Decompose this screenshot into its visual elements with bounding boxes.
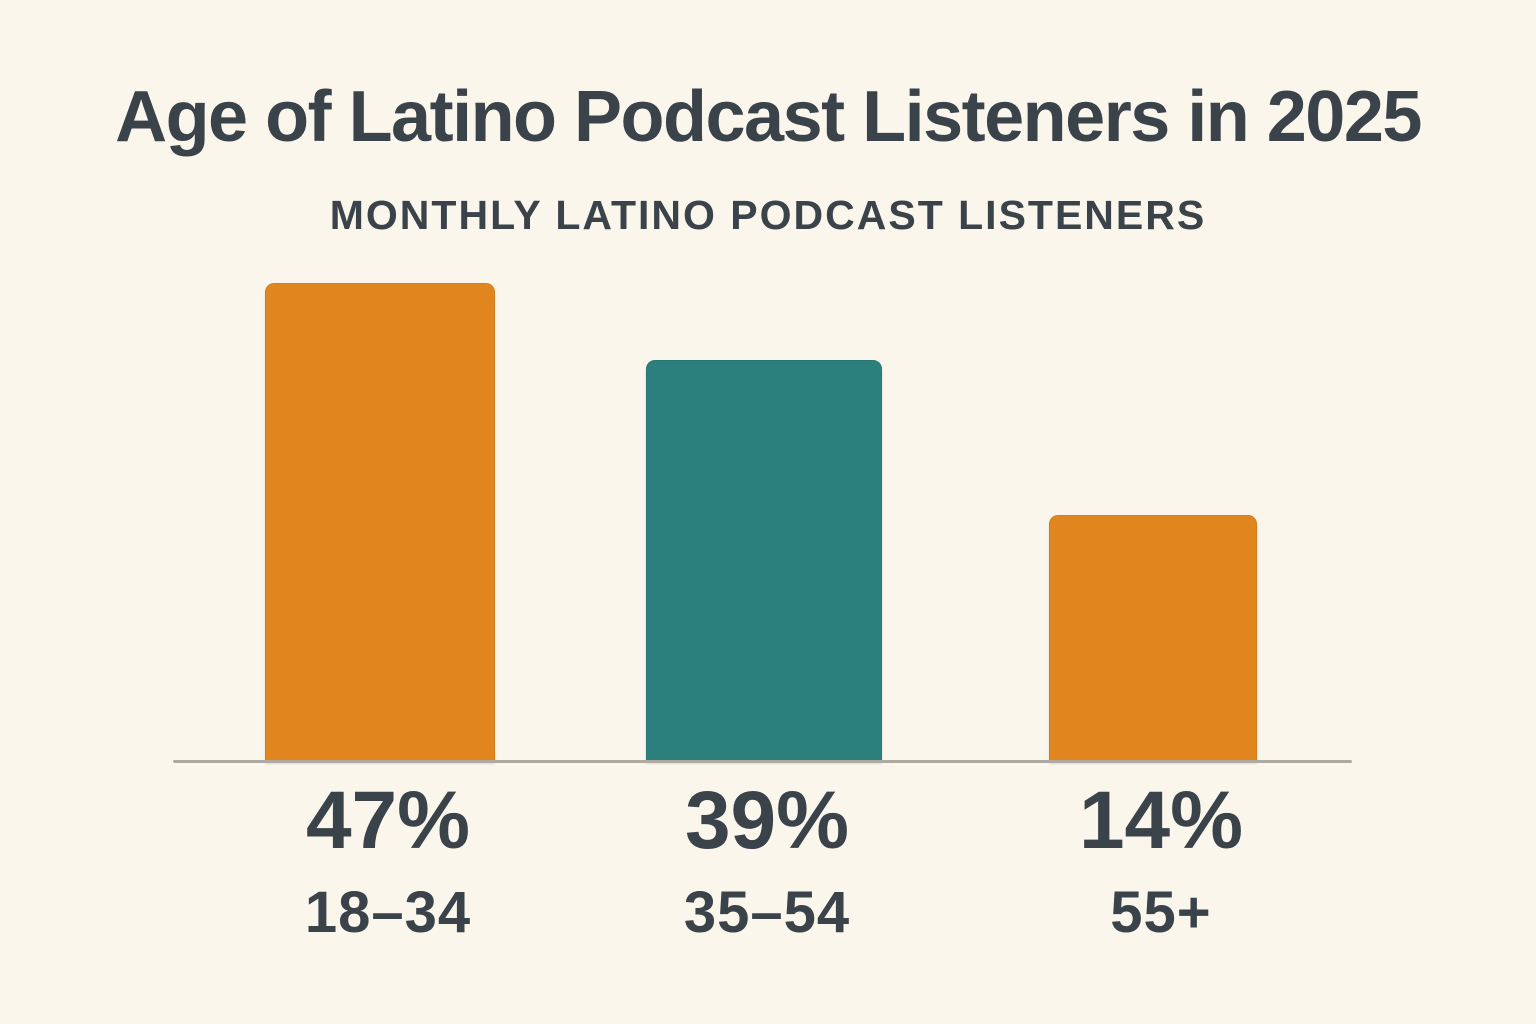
bar-55-plus xyxy=(1049,515,1257,762)
value-label-18-34: 47% xyxy=(305,775,471,866)
category-label-35-54: 35–54 xyxy=(683,880,851,945)
value-label-35-54: 39% xyxy=(684,775,850,866)
label-group-55-plus: 14% 55+ xyxy=(991,780,1331,942)
bar-18-34 xyxy=(265,283,495,762)
chart-subtitle: MONTHLY LATINO PODCAST LISTENERS xyxy=(329,192,1207,238)
bar-35-54 xyxy=(646,360,882,762)
category-label-18-34: 18–34 xyxy=(304,880,472,945)
x-axis-line xyxy=(173,760,1352,763)
label-group-18-34: 47% 18–34 xyxy=(218,780,558,942)
value-label-55-plus: 14% xyxy=(1078,775,1244,866)
category-label-55-plus: 55+ xyxy=(1110,880,1212,945)
label-group-35-54: 39% 35–54 xyxy=(597,780,937,942)
chart-title: Age of Latino Podcast Listeners in 2025 xyxy=(115,77,1422,157)
